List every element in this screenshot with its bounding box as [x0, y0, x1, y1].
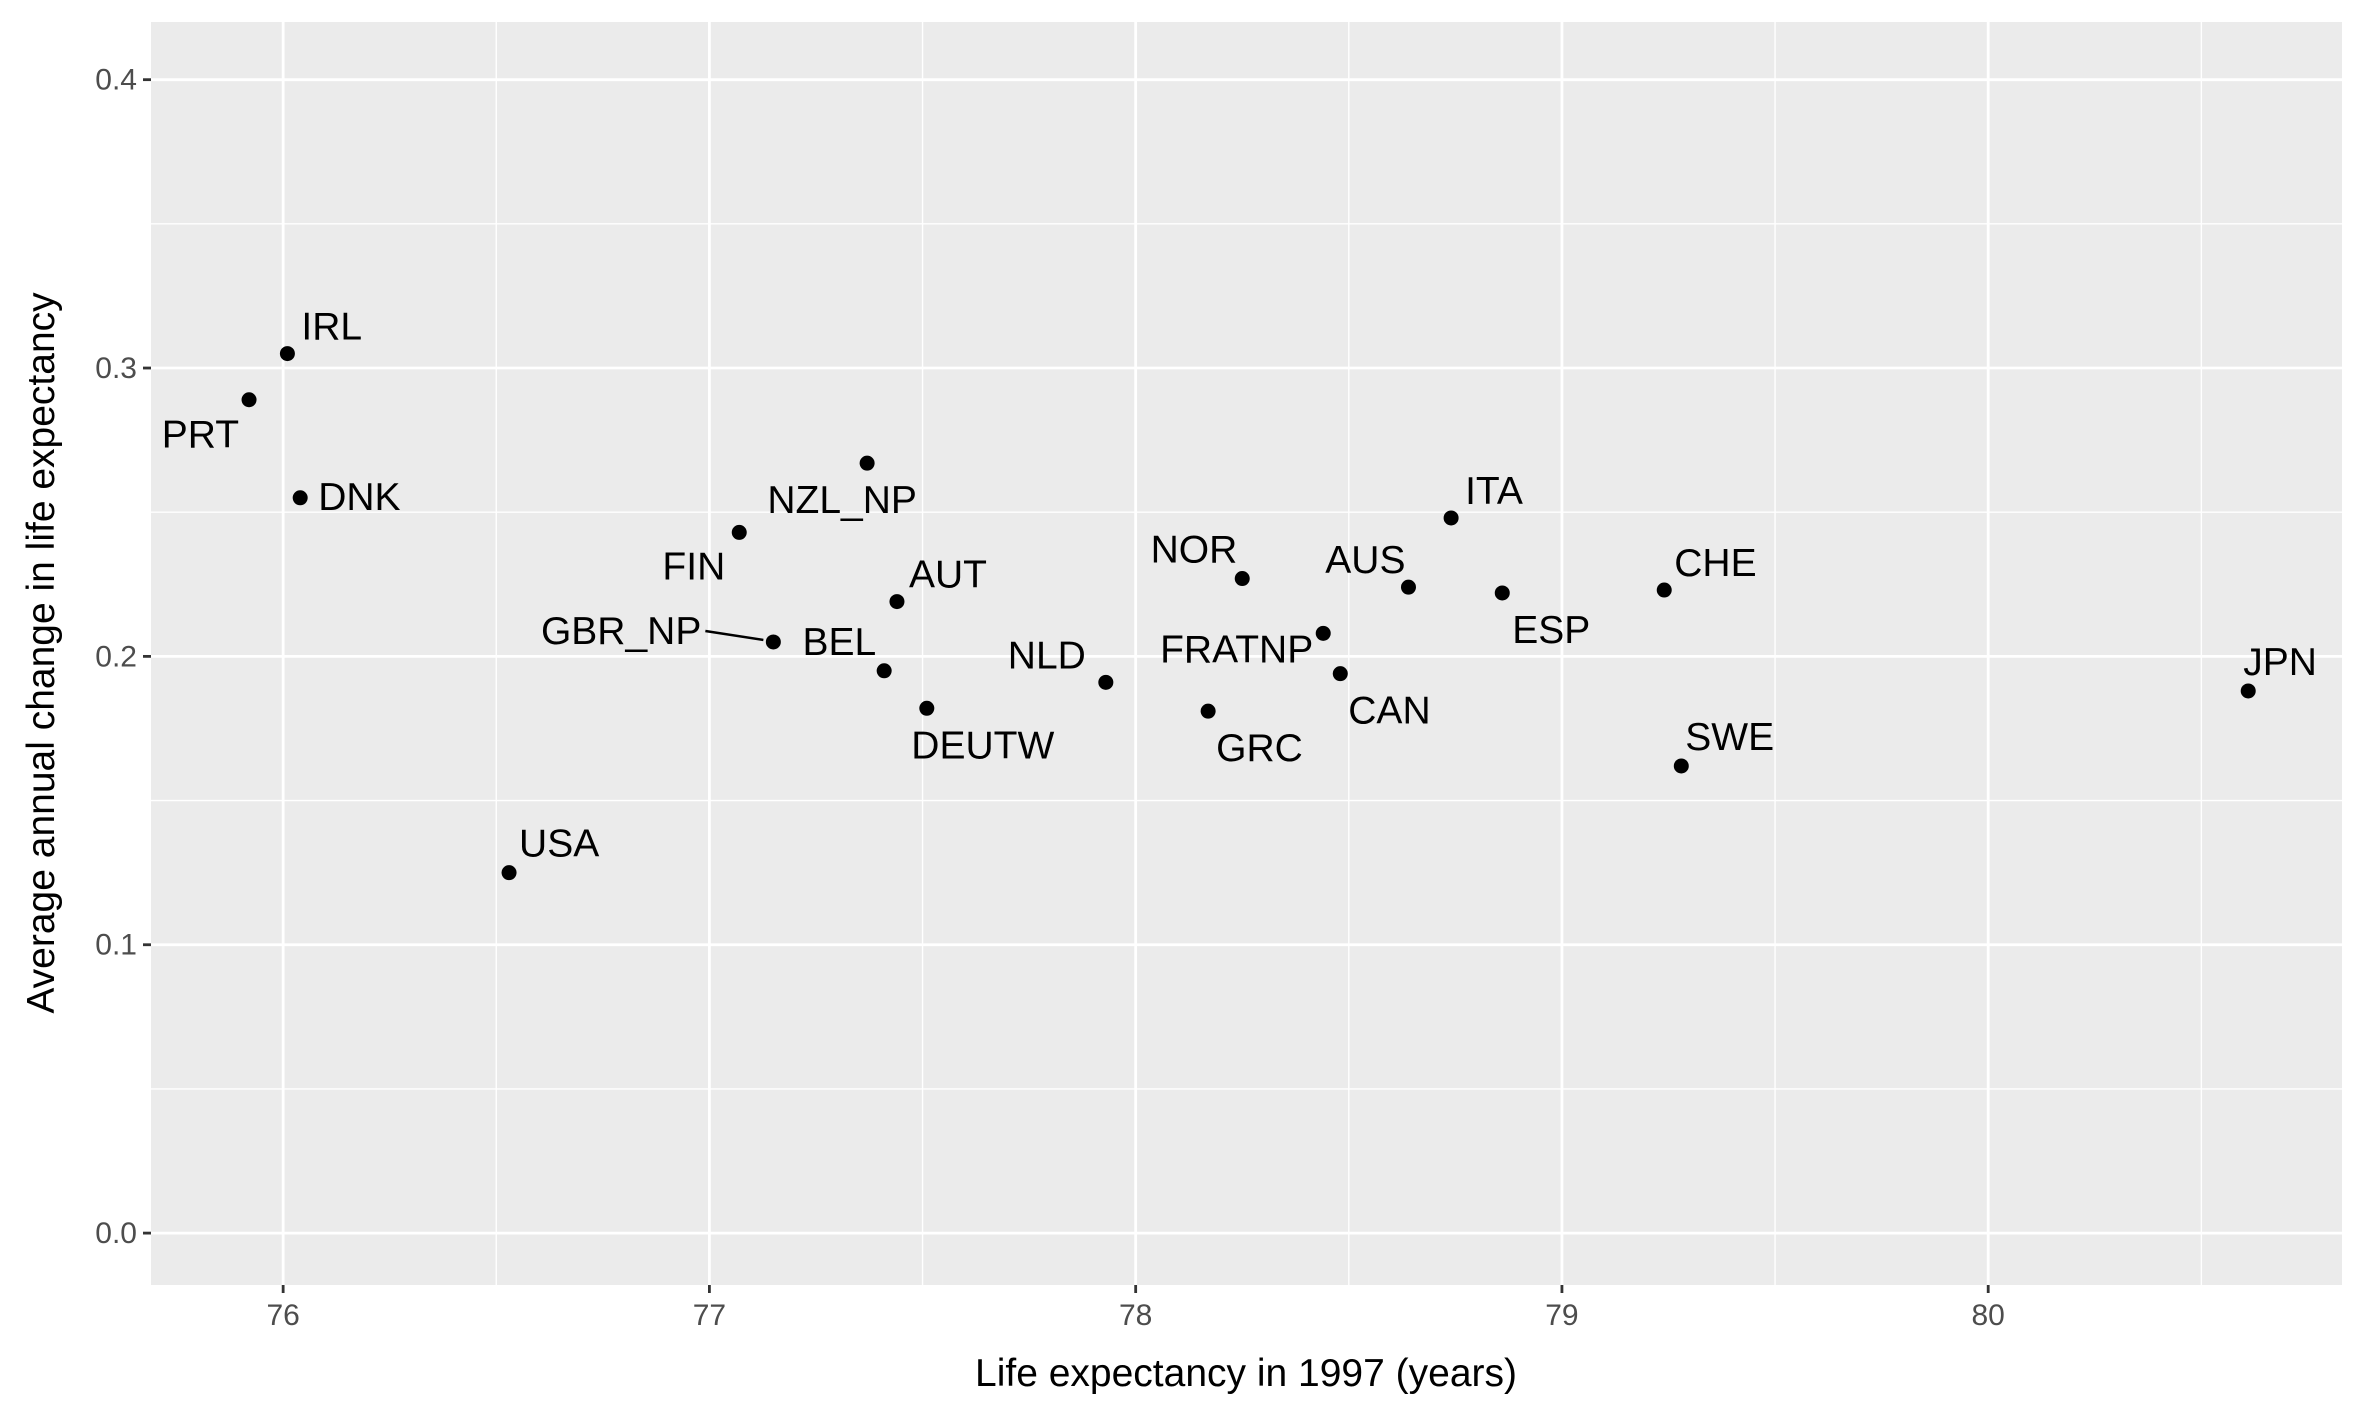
point-label-esp: ESP: [1512, 609, 1590, 652]
data-points: [241, 346, 2256, 881]
y-tick-label: 0.2: [95, 640, 137, 673]
y-tick-label: 0.1: [95, 929, 137, 962]
data-point-ita: [1443, 510, 1459, 526]
point-label-dnk: DNK: [318, 476, 400, 519]
panel-background: [151, 22, 2342, 1285]
point-label-ita: ITA: [1465, 470, 1523, 513]
point-label-usa: USA: [519, 823, 599, 866]
y-tick-label: 0.3: [95, 352, 137, 385]
data-point-aus: [1400, 579, 1416, 595]
data-point-che: [1656, 582, 1672, 598]
data-point-nzl_np: [859, 455, 875, 471]
x-tick-label: 78: [1119, 1299, 1152, 1332]
data-point-bel: [876, 663, 892, 679]
data-point-swe: [1673, 758, 1689, 774]
data-point-aut: [889, 594, 905, 610]
point-label-gbr_np: GBR_NP: [541, 610, 701, 653]
point-label-swe: SWE: [1685, 716, 1774, 759]
x-axis-title: Life expectancy in 1997 (years): [975, 1352, 1517, 1395]
y-axis-ticks: 0.0 0.1 0.2 0.3 0.4: [95, 64, 151, 1250]
x-tick-label: 79: [1545, 1299, 1578, 1332]
y-tick-label: 0.0: [95, 1217, 137, 1250]
point-label-jpn: JPN: [2243, 641, 2317, 684]
data-point-gbr_np: [765, 634, 781, 650]
data-point-esp: [1494, 585, 1510, 601]
x-axis-ticks: 76 77 78 79 80: [266, 1285, 2005, 1332]
data-point-dnk: [292, 490, 308, 506]
point-labels: IRL PRT DNK NZL_NP FIN AUT GBR_NP BEL DEUTW USA NL…: [162, 306, 2317, 866]
point-label-irl: IRL: [301, 306, 362, 349]
x-tick-label: 77: [693, 1299, 726, 1332]
data-point-usa: [501, 865, 517, 881]
point-label-nld: NLD: [1008, 634, 1086, 677]
point-label-nor: NOR: [1151, 529, 1238, 572]
data-point-deutw: [919, 700, 935, 716]
data-point-fratnp: [1315, 625, 1331, 641]
data-point-grc: [1200, 703, 1216, 719]
point-label-grc: GRC: [1216, 727, 1303, 770]
point-label-prt: PRT: [162, 414, 239, 457]
x-tick-label: 80: [1972, 1299, 2005, 1332]
data-point-jpn: [2240, 683, 2256, 699]
point-label-nzl_np: NZL_NP: [767, 479, 917, 522]
label-connector-gbr_np: [705, 629, 764, 642]
point-label-bel: BEL: [802, 621, 876, 664]
point-label-fratnp: FRATNP: [1160, 628, 1313, 671]
x-tick-label: 76: [266, 1299, 299, 1332]
major-gridlines: [151, 22, 2342, 1285]
y-tick-label: 0.4: [95, 64, 137, 97]
data-point-nld: [1098, 674, 1114, 690]
point-label-aus: AUS: [1325, 539, 1405, 582]
data-point-prt: [241, 392, 257, 408]
point-label-can: CAN: [1348, 690, 1430, 733]
point-label-aut: AUT: [909, 554, 987, 597]
point-label-deutw: DEUTW: [911, 724, 1054, 767]
point-label-che: CHE: [1674, 542, 1756, 585]
data-point-fin: [731, 524, 747, 540]
point-label-fin: FIN: [662, 545, 725, 588]
y-axis-title: Average annual change in life expectancy: [20, 292, 63, 1014]
data-point-nor: [1234, 571, 1250, 587]
label-connectors: [705, 629, 764, 642]
data-point-can: [1332, 666, 1348, 682]
minor-gridlines: [151, 22, 2342, 1285]
data-point-irl: [279, 346, 295, 362]
